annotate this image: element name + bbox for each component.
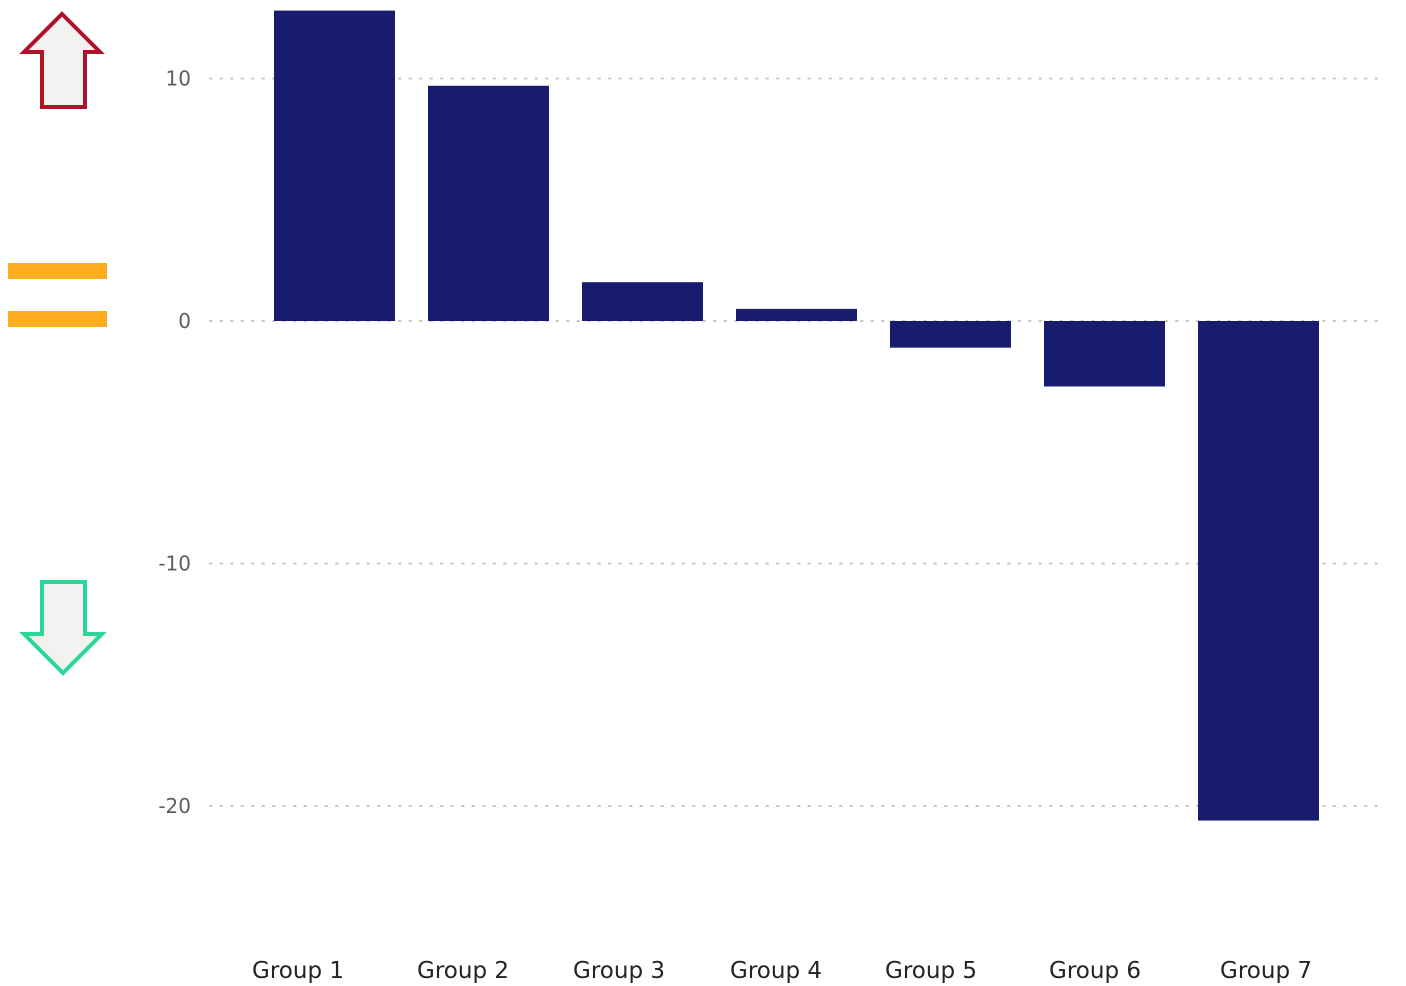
x-category-label: Group 7 [1220, 958, 1312, 984]
y-axis-ticks: 10 0 -10 -20 [158, 67, 191, 819]
y-tick-label: -20 [158, 794, 191, 818]
bar-group-7[interactable] [1198, 321, 1319, 821]
bars [274, 10, 1319, 821]
x-category-label: Group 6 [1049, 958, 1141, 984]
up-arrow-icon [19, 11, 105, 109]
bar-group-1[interactable] [274, 10, 395, 321]
x-category-label: Group 4 [730, 958, 822, 984]
down-arrow-icon [19, 580, 107, 676]
y-tick-label: 10 [166, 67, 191, 91]
bar-group-2[interactable] [428, 85, 549, 322]
y-tick-label: -10 [158, 552, 191, 576]
x-category-label: Group 5 [885, 958, 977, 984]
equal-sign-icon [8, 263, 107, 327]
x-category-label: Group 2 [417, 958, 509, 984]
bar-group-4[interactable] [736, 308, 857, 321]
bar-group-6[interactable] [1044, 321, 1165, 387]
y-tick-label: 0 [178, 309, 191, 333]
bar-group-5[interactable] [890, 321, 1011, 348]
bar-group-3[interactable] [582, 282, 703, 321]
x-axis-categories: Group 1 Group 2 Group 3 Group 4 Group 5 Group… [252, 958, 1312, 984]
x-category-label: Group 3 [573, 958, 665, 984]
x-category-label: Group 1 [252, 958, 344, 984]
